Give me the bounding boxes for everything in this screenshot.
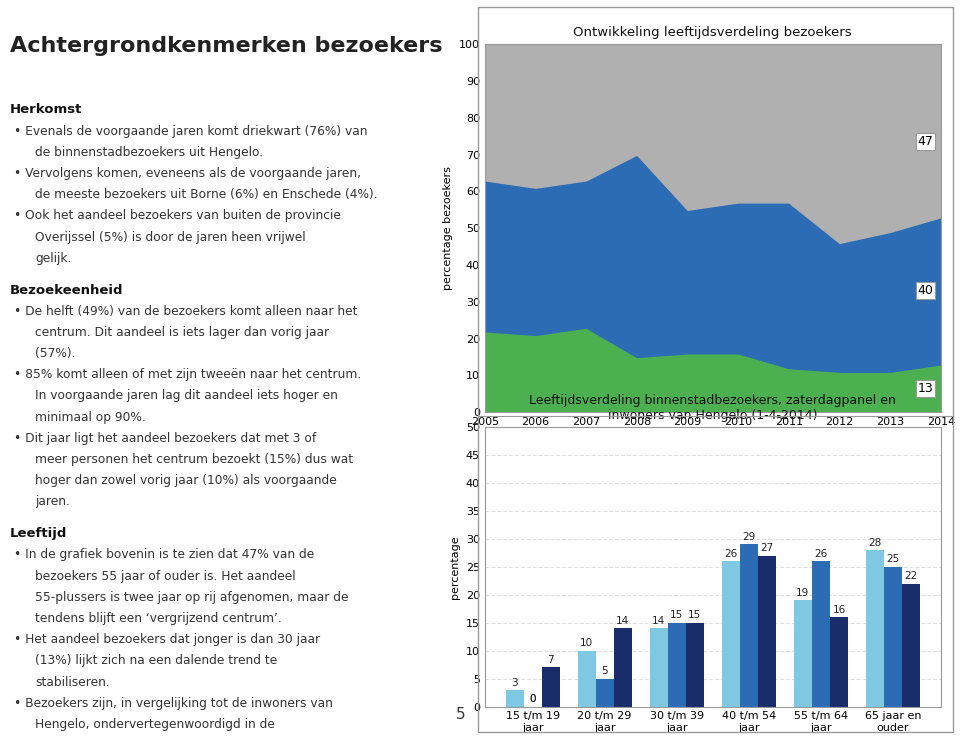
Text: stabiliseren.: stabiliseren. (36, 676, 110, 689)
Text: 0: 0 (529, 694, 536, 704)
Text: Herkomst: Herkomst (10, 103, 82, 116)
Bar (578, 651, 595, 707)
Text: Bezoekeenheid: Bezoekeenheid (10, 283, 123, 297)
Text: 26: 26 (724, 549, 737, 559)
Text: tendens blijft een ‘vergrijzend centrum’.: tendens blijft een ‘vergrijzend centrum’… (36, 612, 282, 625)
Y-axis label: percentage bezoekers: percentage bezoekers (444, 166, 453, 290)
Text: 22: 22 (904, 571, 918, 581)
Text: • In de grafiek bovenin is te zien dat 47% van de: • In de grafiek bovenin is te zien dat 4… (14, 548, 315, 562)
Bar (613, 629, 632, 707)
Text: Leeftijd: Leeftijd (10, 527, 67, 540)
Bar (506, 690, 523, 707)
Bar (794, 601, 812, 707)
Text: hoger dan zowel vorig jaar (10%) als voorgaande: hoger dan zowel vorig jaar (10%) als voo… (36, 474, 337, 487)
Bar (830, 617, 848, 707)
Text: jaren.: jaren. (36, 495, 70, 509)
Bar (685, 623, 704, 707)
Title: Ontwikkeling leeftijdsverdeling bezoekers: Ontwikkeling leeftijdsverdeling bezoeker… (573, 26, 852, 39)
Text: Hengelo, ondervertegenwoordigd in de: Hengelo, ondervertegenwoordigd in de (36, 718, 276, 731)
Bar (541, 668, 560, 707)
Text: minimaal op 90%.: minimaal op 90%. (36, 411, 146, 424)
Bar (757, 556, 776, 707)
Text: 28: 28 (869, 538, 881, 548)
Text: meer personen het centrum bezoekt (15%) dus wat: meer personen het centrum bezoekt (15%) … (36, 453, 353, 466)
Text: Overijssel (5%) is door de jaren heen vrijwel: Overijssel (5%) is door de jaren heen vr… (36, 230, 306, 244)
Text: de meeste bezoekers uit Borne (6%) en Enschede (4%).: de meeste bezoekers uit Borne (6%) en En… (36, 188, 378, 201)
Bar (902, 584, 920, 707)
Text: • Vervolgens komen, eveneens als de voorgaande jaren,: • Vervolgens komen, eveneens als de voor… (14, 167, 361, 180)
Text: 7: 7 (547, 655, 554, 665)
Text: centrum. Dit aandeel is iets lager dan vorig jaar: centrum. Dit aandeel is iets lager dan v… (36, 326, 329, 339)
Title: Leeftijdsverdeling binnenstadbezoekers, zaterdagpanel en
inwoners van Hengelo (1: Leeftijdsverdeling binnenstadbezoekers, … (529, 394, 897, 422)
Text: • 85% komt alleen of met zijn tweeën naar het centrum.: • 85% komt alleen of met zijn tweeën naa… (14, 368, 362, 381)
Text: bezoekers 55 jaar of ouder is. Het aandeel: bezoekers 55 jaar of ouder is. Het aande… (36, 570, 296, 583)
Text: 40: 40 (918, 284, 933, 297)
Bar (812, 561, 830, 707)
Text: Achtergrondkenmerken bezoekers: Achtergrondkenmerken bezoekers (10, 36, 443, 56)
Text: 13: 13 (918, 382, 933, 394)
Text: (57%).: (57%). (36, 347, 76, 360)
Bar (740, 545, 757, 707)
Text: • De helft (49%) van de bezoekers komt alleen naar het: • De helft (49%) van de bezoekers komt a… (14, 305, 358, 318)
Text: 29: 29 (742, 532, 756, 542)
Text: 15: 15 (670, 610, 684, 620)
Bar (650, 629, 668, 707)
Text: 26: 26 (814, 549, 828, 559)
Text: 14: 14 (652, 616, 665, 626)
Text: 5: 5 (456, 707, 466, 721)
Text: • Bezoekers zijn, in vergelijking tot de inwoners van: • Bezoekers zijn, in vergelijking tot de… (14, 697, 333, 710)
Text: gelijk.: gelijk. (36, 252, 72, 265)
Text: • Ook het aandeel bezoekers van buiten de provincie: • Ook het aandeel bezoekers van buiten d… (14, 209, 341, 222)
Text: • Het aandeel bezoekers dat jonger is dan 30 jaar: • Het aandeel bezoekers dat jonger is da… (14, 633, 321, 646)
Text: 10: 10 (580, 638, 593, 648)
Text: de binnenstadbezoekers uit Hengelo.: de binnenstadbezoekers uit Hengelo. (36, 146, 263, 159)
Bar (722, 561, 740, 707)
Text: 16: 16 (832, 605, 846, 615)
Text: 27: 27 (760, 543, 774, 553)
Text: 5: 5 (601, 666, 608, 676)
Text: In voorgaande jaren lag dit aandeel iets hoger en: In voorgaande jaren lag dit aandeel iets… (36, 389, 338, 403)
Text: 55-plussers is twee jaar op rij afgenomen, maar de: 55-plussers is twee jaar op rij afgenome… (36, 591, 348, 604)
Text: 3: 3 (512, 678, 517, 687)
Text: 47: 47 (918, 135, 933, 148)
Bar (866, 550, 884, 707)
Text: • Evenals de voorgaande jaren komt driekwart (76%) van: • Evenals de voorgaande jaren komt driek… (14, 124, 368, 138)
Text: 0: 0 (529, 694, 536, 704)
Bar (668, 623, 685, 707)
Text: 15: 15 (688, 610, 702, 620)
Bar (595, 679, 613, 707)
Text: (13%) lijkt zich na een dalende trend te: (13%) lijkt zich na een dalende trend te (36, 654, 277, 668)
Legend: 15 t/m 29 jaar, 30 t/m 54 jaar, 55 jaar en ouder: 15 t/m 29 jaar, 30 t/m 54 jaar, 55 jaar … (541, 454, 884, 473)
Text: 19: 19 (796, 588, 809, 598)
Bar (884, 567, 902, 707)
Text: 14: 14 (616, 616, 630, 626)
Text: • Dit jaar ligt het aandeel bezoekers dat met 3 of: • Dit jaar ligt het aandeel bezoekers da… (14, 432, 317, 445)
Y-axis label: percentage: percentage (450, 535, 460, 598)
Text: 25: 25 (886, 554, 900, 565)
